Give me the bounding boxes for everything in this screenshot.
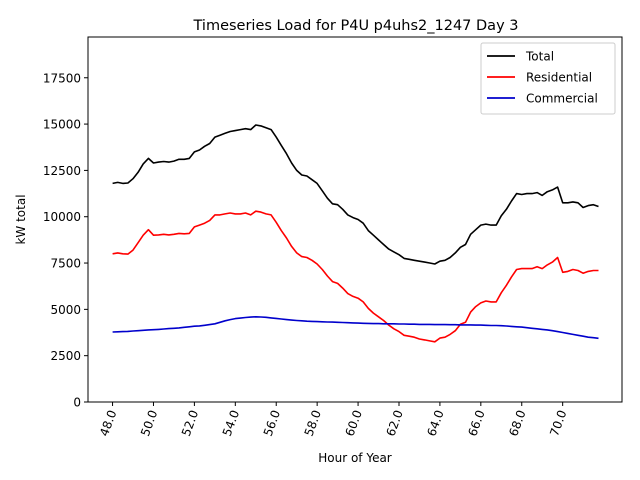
x-tick-label: 50.0 [138, 408, 160, 438]
x-tick-label: 60.0 [343, 408, 365, 438]
x-tick-label: 52.0 [179, 408, 201, 438]
legend-label-total: Total [525, 50, 554, 64]
y-tick-label: 10000 [43, 210, 81, 224]
y-axis-label: kW total [14, 194, 28, 244]
x-tick-label: 58.0 [302, 408, 324, 438]
x-tick-label: 70.0 [547, 408, 569, 438]
x-axis-label: Hour of Year [318, 451, 392, 465]
y-tick-label: 15000 [43, 118, 81, 132]
y-tick-label: 7500 [50, 257, 81, 271]
legend-frame [480, 42, 616, 115]
x-axis: 48.0 50.0 52.0 54.0 56.0 58.0 60.0 62.0 64.0 66.0… [97, 402, 569, 438]
series-line-residential [112, 210, 599, 343]
y-tick-label: 17500 [43, 71, 81, 85]
chart-title: Timeseries Load for P4U p4uhs2_1247 Day … [193, 18, 519, 34]
x-tick-label: 54.0 [220, 408, 242, 438]
y-tick-label: 0 [73, 396, 81, 410]
x-tick-label: 56.0 [261, 408, 283, 438]
series-lines [112, 124, 599, 343]
legend: Total Residential Commercial [480, 42, 616, 115]
legend-label-residential: Residential [526, 71, 592, 85]
x-tick-label: 68.0 [506, 408, 528, 438]
y-tick-label: 5000 [50, 303, 81, 317]
y-tick-label: 12500 [43, 164, 81, 178]
series-line-commercial [112, 315, 599, 340]
y-tick-label: 2500 [50, 349, 81, 363]
x-tick-label: 62.0 [384, 408, 406, 438]
x-tick-label: 64.0 [424, 408, 446, 438]
legend-label-commercial: Commercial [526, 92, 598, 106]
x-tick-label: 66.0 [465, 408, 487, 438]
y-axis: 0 2500 5000 7500 10000 12500 15000 17500 [43, 71, 88, 410]
series-line-total [112, 124, 599, 265]
x-tick-label: 48.0 [97, 408, 119, 438]
